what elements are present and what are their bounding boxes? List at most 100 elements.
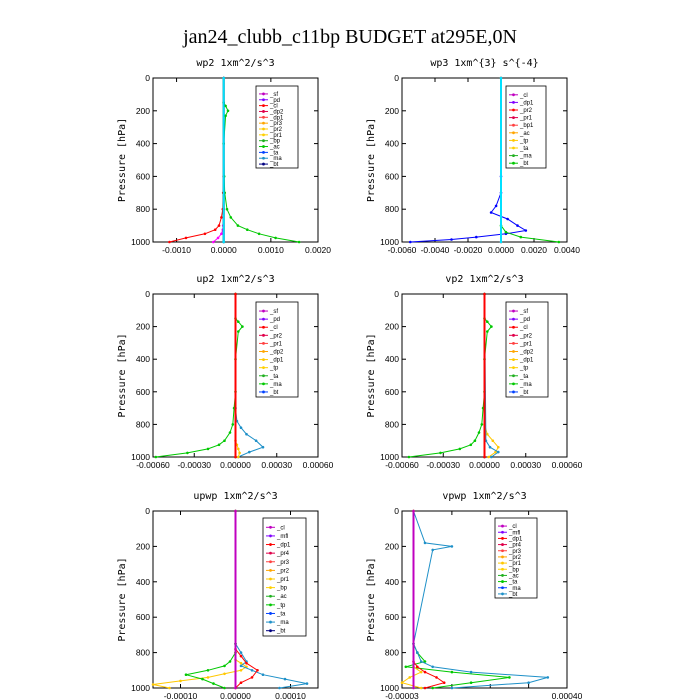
legend-label: _dp1 <box>519 358 534 364</box>
data-point <box>431 686 435 690</box>
data-point <box>206 447 210 451</box>
y-tick-label: 800 <box>136 648 150 658</box>
legend-marker <box>512 146 515 150</box>
data-point <box>217 443 221 447</box>
x-tick-label: 0.00000 <box>220 691 251 700</box>
legend-label: _bt <box>276 629 286 635</box>
data-point <box>239 426 243 430</box>
legend-label: _ta <box>276 611 286 617</box>
legend-marker <box>269 629 272 633</box>
data-point <box>407 455 411 459</box>
y-tick-label: 200 <box>136 541 150 551</box>
data-point <box>435 676 438 679</box>
data-point <box>274 236 277 240</box>
data-point <box>237 455 240 459</box>
data-point <box>220 216 223 219</box>
legend: _cl_dp1 _pr2 _pr1_bp1 _ac_tp _ta _ma_bt <box>505 85 547 169</box>
legend-label: _dp1 <box>508 536 523 542</box>
legend-marker <box>512 366 515 370</box>
panel-title: vpwp 1xm^2/s^3 <box>442 491 526 502</box>
data-point <box>254 439 258 443</box>
data-point <box>212 240 215 244</box>
legend: _sf _pd _cl _pr2 _pr1 _dp2 _dp1 _tp _ta _ma _bt <box>505 301 549 398</box>
legend-label: _tp <box>269 366 279 372</box>
y-tick-label: 0 <box>145 289 150 299</box>
data-point <box>423 686 427 690</box>
data-point <box>241 325 244 328</box>
legend-label: _pr3 <box>508 549 522 555</box>
legend-marker <box>512 309 515 313</box>
data-point <box>257 232 261 236</box>
data-point <box>486 432 489 436</box>
data-point <box>223 439 226 443</box>
y-axis-label: Pressure [hPa] <box>117 333 128 417</box>
data-point <box>519 235 523 239</box>
legend-marker <box>501 574 504 577</box>
data-point <box>483 292 486 296</box>
chart-panel: wp2 1xm^2/s^3 Pressure [hPa] 0 200 400 600 800… <box>117 58 331 255</box>
legend-marker <box>262 104 265 108</box>
legend-marker <box>262 317 265 321</box>
data-point <box>473 439 477 443</box>
data-point <box>499 76 503 80</box>
data-point <box>423 670 427 674</box>
legend-label: _ma <box>276 620 289 626</box>
panel-title: up2 1xm^2/s^3 <box>196 274 274 285</box>
legend-label: _ac <box>508 573 519 579</box>
legend-label: _dp1 <box>269 358 284 364</box>
y-tick-label: 400 <box>385 354 399 364</box>
data-point <box>494 204 498 208</box>
legend-label: _pr1 <box>519 116 533 122</box>
legend: _cl_mfl_dp1_pr4_pr3_pr2_pr1_bp_ac_ta_ma_… <box>494 517 538 599</box>
y-tick-label: 200 <box>385 541 399 551</box>
plot-frame <box>401 77 568 243</box>
x-tick-label: 0.0020 <box>305 245 331 255</box>
legend-marker <box>262 366 265 370</box>
chart-panel: vp2 1xm^2/s^3 Pressure [hPa] 0 200 400 600 800… <box>366 274 583 470</box>
data-point <box>222 76 225 80</box>
legend-marker <box>512 350 515 353</box>
data-point <box>234 686 237 690</box>
legend-label: _ta <box>519 146 529 152</box>
legend-box <box>262 517 307 637</box>
data-point <box>557 240 561 244</box>
y-tick-label: 400 <box>136 139 150 149</box>
data-point <box>419 670 423 674</box>
legend-marker <box>269 594 272 598</box>
data-point <box>450 670 454 674</box>
chart-panels: wp2 1xm^2/s^3 Pressure [hPa] 0 200 400 600 800… <box>117 58 583 700</box>
legend-label: _sf <box>519 309 528 315</box>
x-tick-label: -0.0060 <box>388 245 417 255</box>
legend-marker <box>269 603 272 607</box>
data-point <box>256 669 259 672</box>
legend-marker <box>269 612 272 615</box>
y-axis-label: Pressure [hPa] <box>366 118 377 202</box>
y-tick-label: 200 <box>136 322 150 332</box>
y-axis-label: Pressure [hPa] <box>117 557 128 641</box>
data-point <box>216 236 220 240</box>
legend-label: _bp1 <box>519 123 534 129</box>
series-line <box>235 511 308 689</box>
y-tick-label: 600 <box>136 171 150 181</box>
x-tick-label: -0.00060 <box>385 460 419 470</box>
legend-marker <box>512 101 515 104</box>
data-point <box>297 240 301 244</box>
data-point <box>450 545 454 548</box>
legend-marker <box>262 145 265 148</box>
data-point <box>151 683 155 686</box>
data-point <box>206 676 210 679</box>
legend-marker <box>269 543 272 546</box>
legend-marker <box>501 555 504 559</box>
legend-label: _dp1 <box>519 100 534 106</box>
legend-marker <box>269 525 272 529</box>
data-point <box>245 432 248 436</box>
data-point <box>412 686 415 690</box>
legend-label: _pr2 <box>519 333 533 339</box>
legend-marker <box>512 108 515 112</box>
legend-marker <box>512 382 515 386</box>
legend-label: _bt <box>269 162 279 168</box>
legend-marker <box>262 350 265 353</box>
data-point <box>261 445 265 449</box>
legend-label: _tp <box>519 138 529 144</box>
data-point <box>416 651 419 654</box>
